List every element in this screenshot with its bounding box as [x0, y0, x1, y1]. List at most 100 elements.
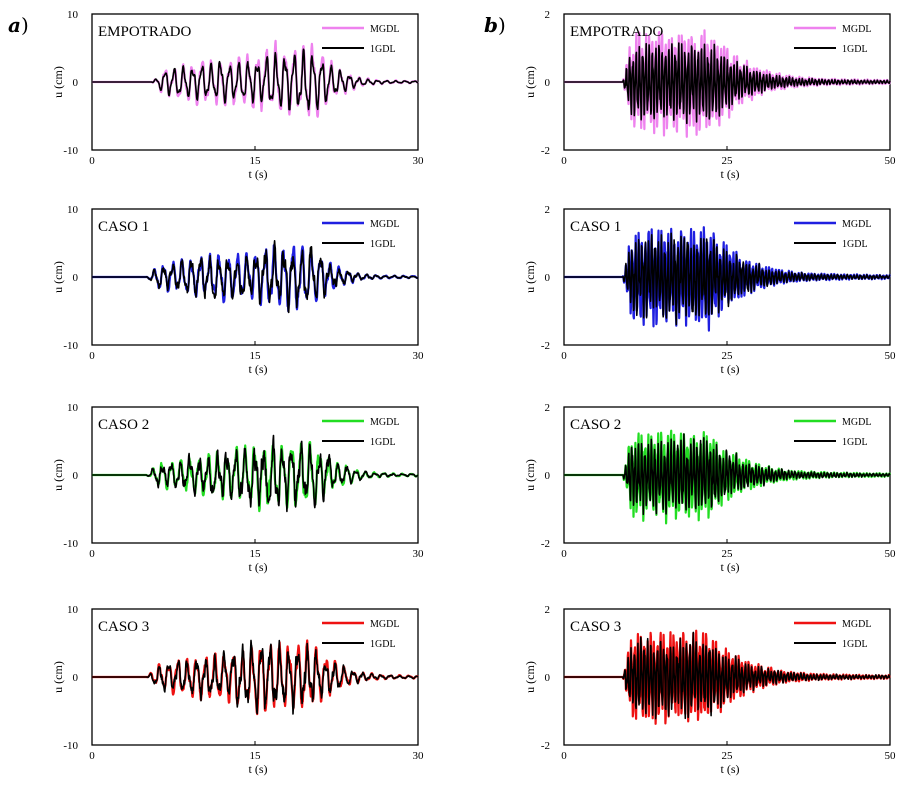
y-axis-title: u (cm)	[51, 66, 65, 98]
x-tick-label: 25	[722, 750, 734, 762]
chart-title: EMPOTRADO	[98, 24, 192, 40]
x-axis-title: t (s)	[249, 167, 268, 181]
x-tick-label: 50	[885, 350, 897, 362]
y-tick-label: 10	[67, 9, 79, 21]
x-tick-label: 0	[89, 750, 95, 762]
y-tick-label: -2	[541, 145, 550, 157]
x-tick-label: 25	[722, 155, 734, 167]
series-line-1gdl	[563, 42, 891, 125]
y-tick-label: 0	[545, 470, 551, 482]
x-tick-label: 0	[89, 548, 95, 560]
legend-label-mgdl: MGDL	[370, 24, 399, 35]
y-tick-label: 0	[73, 672, 79, 684]
chart-b-caso3: 0 25 50 2 0 -2 t (s) u (cm) CASO 3 MGDL 1GDL	[523, 604, 896, 776]
y-tick-label: 10	[67, 604, 79, 616]
x-tick-label: 0	[561, 548, 567, 560]
y-tick-label: 2	[545, 402, 551, 414]
y-axis-title: u (cm)	[51, 459, 65, 491]
y-tick-label: 0	[73, 272, 79, 284]
y-tick-label: 10	[67, 402, 79, 414]
chart-title: CASO 3	[570, 619, 621, 635]
chart-a-caso1: 0 15 30 10 0 -10 t (s) u (cm) CASO 1 MGDL 1GDL	[51, 204, 424, 376]
chart-b-empotrado: 0 25 50 2 0 -2 t (s) u (cm) EMPOTRADO MGDL 1GDL	[523, 9, 896, 181]
legend-label-1gdl: 1GDL	[370, 239, 396, 250]
y-tick-label: 0	[73, 470, 79, 482]
y-tick-label: -10	[63, 340, 78, 352]
x-tick-label: 15	[250, 350, 262, 362]
y-axis-title: u (cm)	[51, 661, 65, 693]
legend-label-mgdl: MGDL	[370, 619, 399, 630]
x-tick-label: 15	[250, 750, 262, 762]
x-tick-label: 15	[250, 155, 262, 167]
legend-label-mgdl: MGDL	[842, 24, 871, 35]
x-tick-label: 30	[413, 548, 425, 560]
x-tick-label: 30	[413, 750, 425, 762]
x-tick-label: 50	[885, 155, 897, 167]
legend-label-1gdl: 1GDL	[842, 639, 868, 650]
series-line-1gdl	[563, 433, 891, 516]
chart-a-empotrado: 0 15 30 10 0 -10 t (s) u (cm) EMPOTRADO MGDL 1GDL	[51, 9, 424, 181]
y-axis-title: u (cm)	[523, 261, 537, 293]
y-tick-label: -10	[63, 145, 78, 157]
series-line-1gdl	[91, 48, 419, 111]
chart-b-caso1: 0 25 50 2 0 -2 t (s) u (cm) CASO 1 MGDL 1GDL	[523, 204, 896, 376]
y-axis-title: u (cm)	[523, 661, 537, 693]
chart-a-caso3: 0 15 30 10 0 -10 t (s) u (cm) CASO 3 MGDL 1GDL	[51, 604, 424, 776]
chart-a-caso2: 0 15 30 10 0 -10 t (s) u (cm) CASO 2 MGDL 1GDL	[51, 402, 424, 574]
legend-label-1gdl: 1GDL	[842, 239, 868, 250]
panel-label-b: b)	[484, 13, 506, 37]
y-tick-label: -10	[63, 538, 78, 550]
legend-label-1gdl: 1GDL	[842, 44, 868, 55]
series-line-1gdl	[563, 232, 891, 326]
x-axis-title: t (s)	[721, 167, 740, 181]
x-tick-label: 25	[722, 350, 734, 362]
legend-label-mgdl: MGDL	[370, 219, 399, 230]
x-tick-label: 0	[89, 350, 95, 362]
y-axis-title: u (cm)	[523, 459, 537, 491]
chart-title: CASO 2	[98, 417, 149, 433]
y-tick-label: -2	[541, 340, 550, 352]
x-tick-label: 15	[250, 548, 262, 560]
x-tick-label: 0	[561, 750, 567, 762]
x-tick-label: 25	[722, 548, 734, 560]
y-tick-label: -2	[541, 740, 550, 752]
x-axis-title: t (s)	[721, 762, 740, 776]
y-tick-label: 0	[545, 77, 551, 89]
y-tick-label: -10	[63, 740, 78, 752]
legend-label-1gdl: 1GDL	[370, 639, 396, 650]
chart-title: CASO 1	[98, 219, 149, 235]
series-line-1gdl	[91, 639, 419, 715]
chart-title: EMPOTRADO	[570, 24, 664, 40]
x-tick-label: 0	[561, 155, 567, 167]
x-tick-label: 50	[885, 548, 897, 560]
y-tick-label: 0	[545, 672, 551, 684]
y-tick-label: 2	[545, 204, 551, 216]
y-axis-title: u (cm)	[523, 66, 537, 98]
y-axis-title: u (cm)	[51, 261, 65, 293]
series-line-1gdl	[563, 631, 891, 720]
x-axis-title: t (s)	[721, 560, 740, 574]
chart-title: CASO 2	[570, 417, 621, 433]
x-axis-title: t (s)	[249, 762, 268, 776]
legend-label-1gdl: 1GDL	[842, 437, 868, 448]
legend-label-1gdl: 1GDL	[370, 437, 396, 448]
x-tick-label: 0	[561, 350, 567, 362]
legend-label-mgdl: MGDL	[842, 417, 871, 428]
x-tick-label: 0	[89, 155, 95, 167]
y-tick-label: 2	[545, 604, 551, 616]
chart-title: CASO 3	[98, 619, 149, 635]
chart-b-caso2: 0 25 50 2 0 -2 t (s) u (cm) CASO 2 MGDL 1GDL	[523, 402, 896, 574]
legend-label-mgdl: MGDL	[842, 619, 871, 630]
x-axis-title: t (s)	[249, 362, 268, 376]
legend-label-mgdl: MGDL	[842, 219, 871, 230]
y-tick-label: 10	[67, 204, 79, 216]
y-tick-label: 0	[73, 77, 79, 89]
x-axis-title: t (s)	[721, 362, 740, 376]
y-tick-label: 2	[545, 9, 551, 21]
y-tick-label: -2	[541, 538, 550, 550]
panel-label-a: a)	[8, 13, 29, 37]
legend-label-mgdl: MGDL	[370, 417, 399, 428]
x-axis-title: t (s)	[249, 560, 268, 574]
